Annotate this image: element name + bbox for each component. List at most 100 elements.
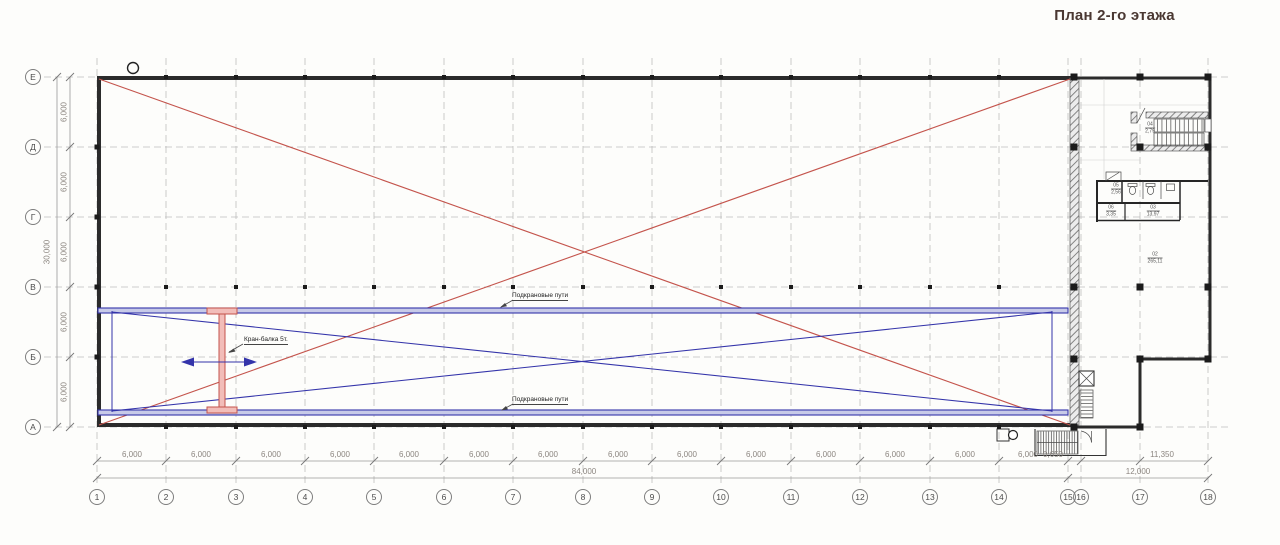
axis-bubble-col-2: 2 bbox=[158, 489, 174, 505]
axis-bubble-row-А: А bbox=[25, 419, 41, 435]
column-marker bbox=[928, 285, 932, 289]
column-marker bbox=[719, 75, 723, 79]
room-label: 06 3,35 bbox=[1106, 205, 1116, 218]
column-marker bbox=[928, 425, 932, 429]
dim-tick bbox=[65, 212, 75, 222]
room-area: 2,56 bbox=[1111, 189, 1121, 196]
dim-label-bay: 6,000 bbox=[884, 450, 906, 459]
room-number: 02 bbox=[1147, 252, 1163, 259]
dim-tick bbox=[1203, 456, 1213, 466]
dim-tick bbox=[231, 456, 241, 466]
dim-tick bbox=[92, 456, 102, 466]
crane-travel-arrow bbox=[181, 357, 257, 367]
dim-label-bay: 6,000 bbox=[468, 450, 490, 459]
dim-tick bbox=[508, 456, 518, 466]
axis-bubble-col-1: 1 bbox=[89, 489, 105, 505]
crane-rail-top bbox=[97, 307, 1069, 314]
dim-label-total: 84,000 bbox=[571, 467, 597, 476]
service-ladder bbox=[1079, 389, 1094, 419]
annex-column-marker bbox=[1070, 143, 1078, 151]
dim-tick bbox=[161, 456, 171, 466]
dim-tick bbox=[855, 456, 865, 466]
arrow-head-right bbox=[244, 357, 257, 367]
dim-tick bbox=[439, 456, 449, 466]
column-marker bbox=[303, 425, 307, 429]
toilet-icon bbox=[1146, 186, 1155, 195]
column-marker bbox=[581, 75, 585, 79]
wc-vestibule-door-frame bbox=[1105, 171, 1122, 181]
annex-column-marker bbox=[1204, 73, 1212, 81]
annex-column-marker bbox=[1136, 73, 1144, 81]
room-label: 02 265,11 bbox=[1147, 252, 1163, 265]
dimension-lines-layer bbox=[52, 72, 1213, 483]
leader-arrow bbox=[500, 303, 507, 308]
crane-beam bbox=[206, 307, 238, 414]
column-marker bbox=[789, 425, 793, 429]
axis-bubble-col-3: 3 bbox=[228, 489, 244, 505]
dim-label-bay: 6,000 bbox=[59, 171, 69, 193]
column-marker bbox=[511, 75, 515, 79]
annex-walls bbox=[1074, 76, 1212, 429]
crane-beam-web bbox=[218, 313, 226, 408]
axis-bubble-col-14: 14 bbox=[991, 489, 1007, 505]
dim-label-bay: 11,350 bbox=[1150, 450, 1174, 459]
generated-detail-layer bbox=[1037, 119, 1203, 454]
column-marker bbox=[164, 285, 168, 289]
axis-bubble-col-6: 6 bbox=[436, 489, 452, 505]
column-marker bbox=[858, 425, 862, 429]
column-marker bbox=[650, 425, 654, 429]
room-label: 03 13,97 bbox=[1146, 205, 1160, 218]
axis-bubble-col-17: 17 bbox=[1132, 489, 1148, 505]
roof-drain-symbol bbox=[126, 61, 140, 75]
column-marker bbox=[997, 75, 1001, 79]
column-marker bbox=[442, 75, 446, 79]
entrance-porch bbox=[996, 428, 1107, 457]
sink-icon bbox=[1166, 183, 1175, 191]
dim-label-bay: 6,000 bbox=[190, 450, 212, 459]
red-diagonal-2 bbox=[98, 78, 1071, 426]
stair-wall bbox=[1130, 132, 1138, 146]
annex-column-marker bbox=[1204, 355, 1212, 363]
room-label: 05 2,56 bbox=[1111, 183, 1121, 196]
drawing-title: План 2-го этажа bbox=[1054, 7, 1175, 24]
stair-door-leaf bbox=[1136, 107, 1146, 124]
crane-beam-label: Кран-балка 5т. bbox=[244, 336, 288, 345]
annex-column-marker bbox=[1070, 73, 1078, 81]
stair-flight-upper bbox=[1153, 118, 1205, 133]
room-area: 265,11 bbox=[1147, 258, 1163, 265]
dim-tick bbox=[578, 456, 588, 466]
column-marker bbox=[164, 425, 168, 429]
column-marker bbox=[303, 75, 307, 79]
dim-tick bbox=[647, 456, 657, 466]
dim-tick bbox=[65, 142, 75, 152]
dim-label-bay: 6,000 bbox=[260, 450, 282, 459]
column-marker bbox=[94, 214, 100, 220]
column-marker bbox=[511, 425, 515, 429]
dim-label-bay: 6,000 bbox=[59, 101, 69, 123]
dim-tick bbox=[92, 473, 102, 483]
column-marker bbox=[372, 285, 376, 289]
leader-arrow bbox=[228, 348, 236, 353]
dim-tick bbox=[65, 72, 75, 82]
annex-column-marker bbox=[1136, 283, 1144, 291]
stair-wall bbox=[1130, 111, 1138, 124]
dim-label-bay: 6,000 bbox=[59, 241, 69, 263]
room-number: 06 bbox=[1106, 205, 1116, 212]
crane-rail-bottom bbox=[97, 409, 1069, 416]
axis-bubble-col-12: 12 bbox=[852, 489, 868, 505]
column-marker bbox=[581, 425, 585, 429]
dim-label-bay: 6,000 bbox=[745, 450, 767, 459]
elevator-shaft bbox=[1078, 370, 1095, 419]
column-marker bbox=[858, 285, 862, 289]
annex-column-marker bbox=[1136, 143, 1144, 151]
axis-bubble-col-10: 10 bbox=[713, 489, 729, 505]
leader-arrow bbox=[501, 406, 508, 411]
dim-tick bbox=[65, 282, 75, 292]
stair-right-door bbox=[1204, 118, 1212, 133]
dim-label-bay: 6,000 bbox=[59, 311, 69, 333]
annex-column-marker bbox=[1204, 283, 1212, 291]
axis-bubble-col-8: 8 bbox=[575, 489, 591, 505]
column-marker bbox=[234, 285, 238, 289]
